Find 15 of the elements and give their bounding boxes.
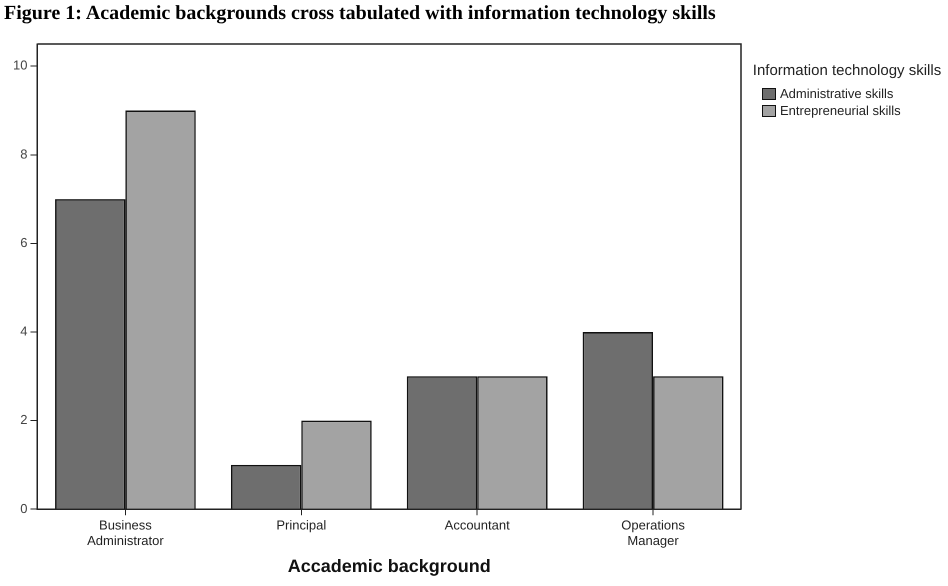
- x-tick-label: Accountant: [444, 518, 510, 533]
- chart-title: Figure 1: Academic backgrounds cross tabulated with information technology skills: [4, 2, 716, 25]
- y-tick-label: 0: [20, 500, 28, 516]
- x-axis-title: Accademic background: [288, 556, 491, 576]
- y-tick-label: 8: [20, 146, 28, 162]
- x-tick-label: Business Administrator: [87, 518, 164, 548]
- legend-label: Administrative skills: [780, 86, 894, 101]
- x-tick-label: Operations Manager: [621, 518, 686, 548]
- legend-title: Information technology skills: [752, 62, 942, 80]
- y-tick-label: 6: [20, 234, 28, 250]
- legend-label: Entrepreneurial skills: [780, 103, 901, 118]
- y-tick-label: 4: [20, 324, 28, 339]
- x-tick-label: Principal: [276, 518, 326, 533]
- y-tick-label: 10: [12, 58, 28, 73]
- y-tick-label: 2: [20, 412, 28, 428]
